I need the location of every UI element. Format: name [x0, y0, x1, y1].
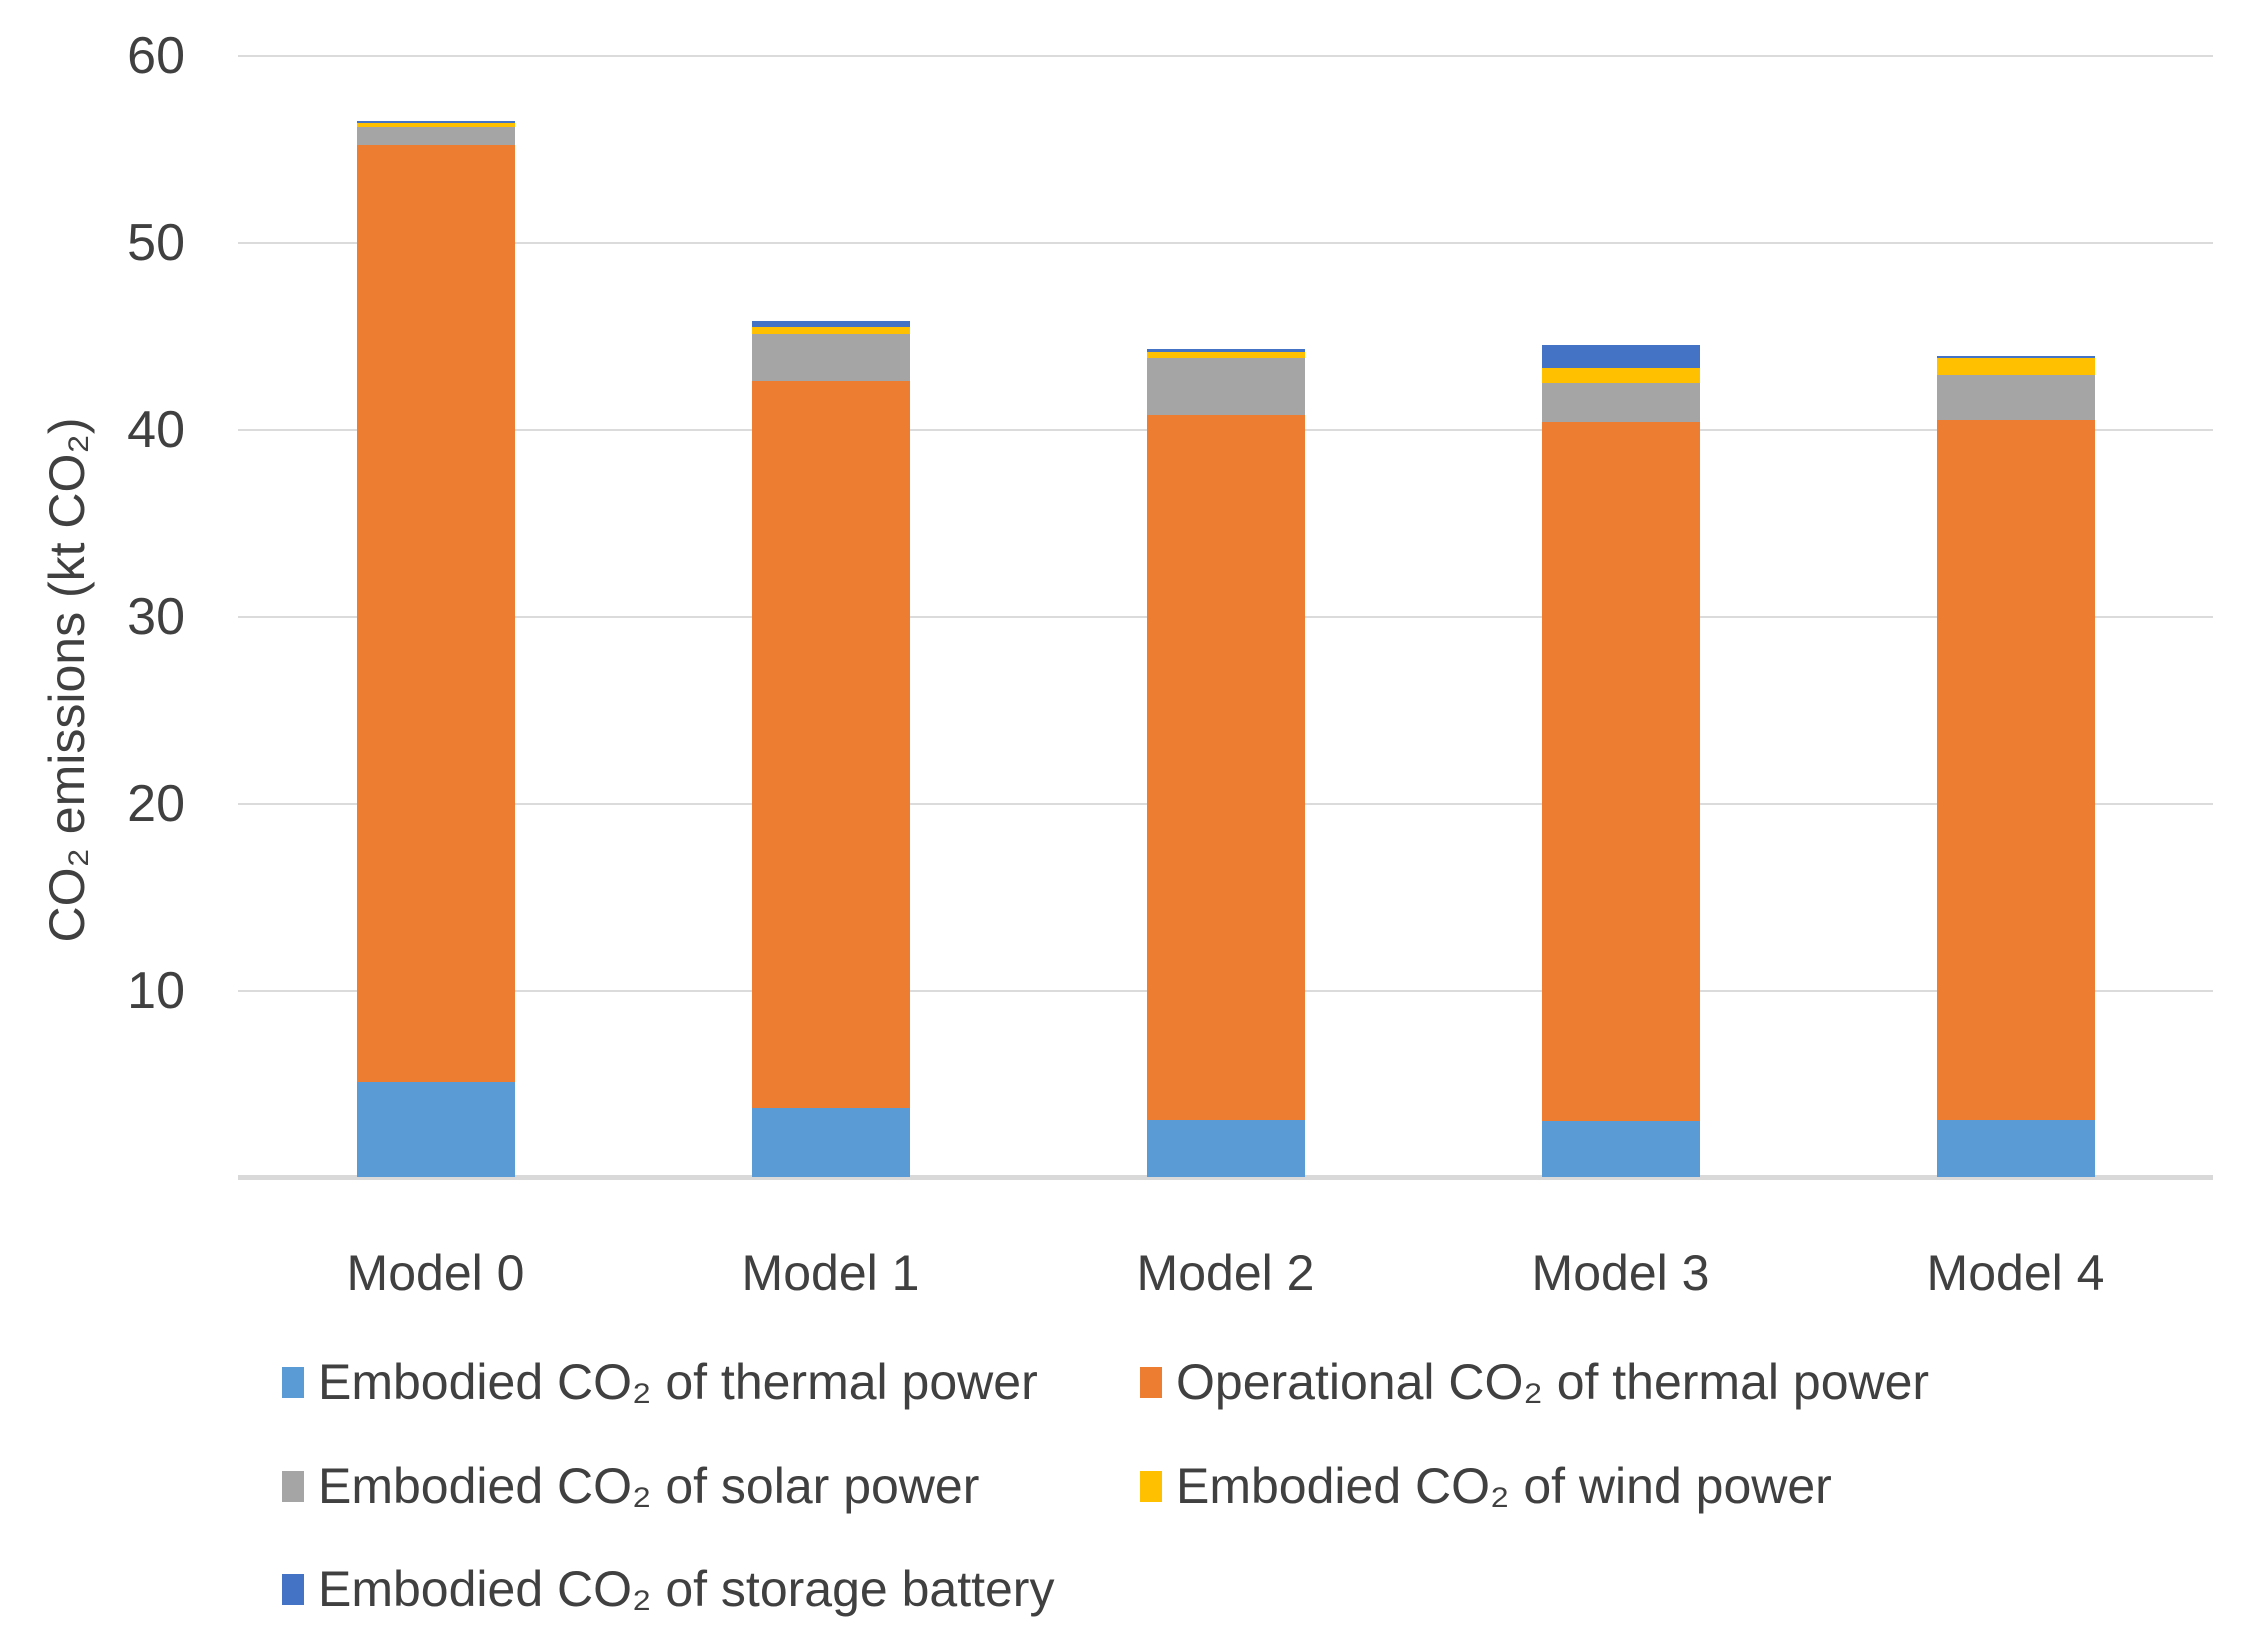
bar-segment	[1541, 382, 1700, 423]
bar-segment	[1936, 375, 2095, 421]
bar-segment	[1146, 414, 1305, 1120]
bar-model-4	[1936, 355, 2095, 1178]
x-axis-label: Model 3	[1531, 1245, 1710, 1301]
legend-item-operational-thermal: Operational CO₂ of thermal power	[1140, 1351, 1929, 1413]
y-tick-label: 50	[127, 213, 185, 272]
x-axis-label: Model 0	[346, 1245, 525, 1301]
x-axis-line	[238, 1175, 2213, 1180]
legend-swatch-embodied-wind	[1140, 1470, 1162, 1502]
legend-label: Embodied CO₂ of thermal power	[318, 1354, 1038, 1410]
bar-segment	[751, 321, 910, 327]
bar-segment	[1146, 358, 1305, 415]
y-tick-label: 10	[127, 961, 185, 1020]
x-axis-label: Model 4	[1926, 1245, 2105, 1301]
y-tick-label: 40	[127, 400, 185, 459]
bar-model-0	[356, 120, 515, 1178]
bar-segment	[1541, 1121, 1700, 1178]
bar-segment	[1936, 420, 2095, 1120]
legend-item-embodied-battery: Embodied CO₂ of storage battery	[282, 1558, 1054, 1620]
y-tick-label: 30	[127, 587, 185, 646]
bar-segment	[1936, 357, 2095, 376]
legend-swatch-embodied-thermal	[282, 1366, 304, 1398]
bar-model-2	[1146, 349, 1305, 1178]
gridline	[238, 54, 2213, 57]
bar-segment	[1146, 1119, 1305, 1178]
legend-label: Embodied CO₂ of storage battery	[318, 1561, 1055, 1617]
y-tick-label: 60	[127, 26, 185, 85]
gridline	[238, 241, 2213, 244]
legend-item-embodied-solar: Embodied CO₂ of solar power	[282, 1455, 979, 1517]
bar-segment	[356, 126, 515, 146]
y-tick-label: 20	[127, 774, 185, 833]
bar-segment	[1541, 345, 1700, 368]
bar-segment	[356, 122, 515, 127]
bar-model-3	[1541, 345, 1700, 1178]
bar-segment	[751, 1108, 910, 1178]
legend-label: Embodied CO₂ of solar power	[318, 1458, 980, 1514]
legend-item-embodied-thermal: Embodied CO₂ of thermal power	[282, 1351, 1038, 1413]
legend-swatch-embodied-solar	[282, 1470, 304, 1502]
bar-segment	[356, 1082, 515, 1178]
bar-segment	[356, 120, 515, 123]
bar-segment	[1936, 355, 2095, 358]
legend-item-embodied-wind: Embodied CO₂ of wind power	[1140, 1455, 1832, 1517]
legend-swatch-operational-thermal	[1140, 1366, 1162, 1398]
legend-label: Operational CO₂ of thermal power	[1176, 1354, 1930, 1410]
bar-segment	[1541, 367, 1700, 383]
bar-segment	[1146, 349, 1305, 352]
legend-swatch-embodied-battery	[282, 1573, 304, 1605]
bar-segment	[751, 334, 910, 381]
bar-segment	[751, 380, 910, 1109]
x-axis-label: Model 1	[741, 1245, 920, 1301]
bar-segment	[356, 145, 515, 1083]
bar-segment	[751, 326, 910, 335]
bar-segment	[1146, 351, 1305, 359]
legend-label: Embodied CO₂ of wind power	[1176, 1458, 1832, 1514]
bar-model-1	[751, 321, 910, 1178]
bar-segment	[1936, 1119, 2095, 1178]
bar-segment	[1541, 422, 1700, 1122]
x-axis-label: Model 2	[1136, 1245, 1315, 1301]
